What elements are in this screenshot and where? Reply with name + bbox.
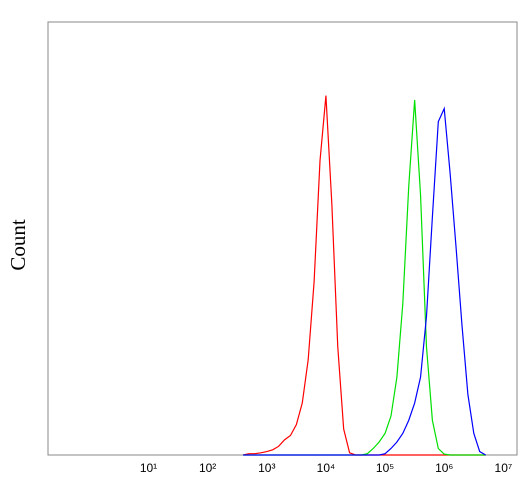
- series-line: [242, 95, 486, 456]
- x-tick-label: 10⁶: [435, 461, 453, 475]
- x-tick-label: 10⁷: [495, 461, 513, 475]
- y-axis-label: Count: [6, 219, 30, 271]
- plot-frame: [47, 21, 518, 456]
- x-tick-label: 10¹: [140, 461, 157, 475]
- series-line: [243, 106, 486, 456]
- series-line: [243, 99, 486, 456]
- x-tick-label: 10⁵: [376, 461, 394, 475]
- x-tick-label: 10⁴: [317, 461, 336, 475]
- x-tick-label: 10²: [199, 461, 216, 475]
- x-tick-label: 10³: [258, 461, 275, 475]
